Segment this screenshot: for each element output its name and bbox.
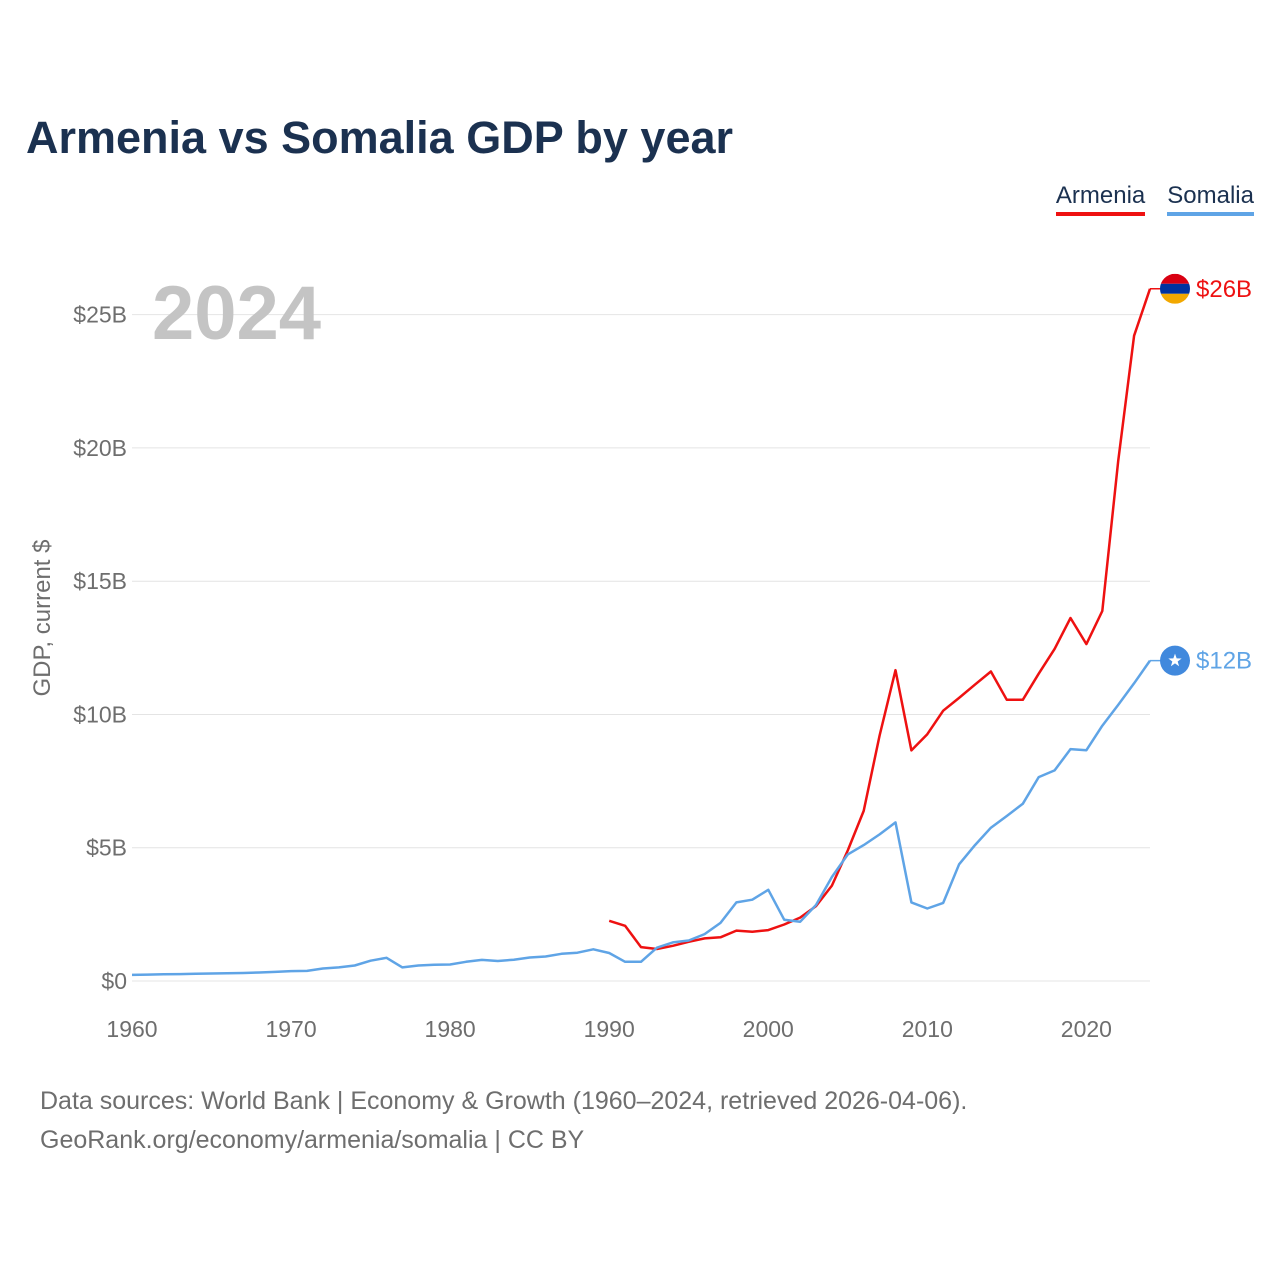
end-value-label-somalia: $12B — [1196, 648, 1252, 675]
y-tick-label: $5B — [86, 835, 127, 861]
flag-stripe-orange — [1160, 293, 1190, 304]
x-tick-label: 1990 — [584, 1016, 635, 1042]
somalia-flag-icon — [1160, 645, 1190, 676]
gridlines — [132, 314, 1150, 982]
series-line-armenia — [608, 288, 1152, 951]
y-tick-label: $10B — [73, 701, 127, 727]
chart-title: Armenia vs Somalia GDP by year — [26, 112, 734, 163]
flag-star — [1168, 653, 1182, 667]
y-tick-label: $25B — [73, 302, 127, 328]
end-value-label-armenia: $26B — [1196, 276, 1252, 303]
y-tick-label: $0 — [101, 968, 127, 994]
x-tick-label: 2010 — [902, 1016, 953, 1042]
legend: Armenia Somalia — [1055, 182, 1254, 216]
y-tick-label: $20B — [73, 435, 127, 461]
series-line-somalia — [131, 659, 1152, 977]
flag-stripe-red — [1160, 273, 1190, 284]
flag-stripe-blue — [1160, 283, 1190, 294]
x-tick-label: 2020 — [1061, 1016, 1112, 1042]
x-tick-label: 1980 — [425, 1016, 476, 1042]
legend-item-armenia[interactable]: Armenia — [1055, 182, 1146, 216]
armenia-flag-icon — [1160, 273, 1190, 304]
x-tick-label: 1960 — [106, 1016, 157, 1042]
x-tick-label: 1970 — [265, 1016, 316, 1042]
x-tick-label: 2000 — [743, 1016, 794, 1042]
source-note: Data sources: World Bank | Economy & Gro… — [40, 1082, 967, 1160]
source-line-2: GeoRank.org/economy/armenia/somalia | CC… — [40, 1126, 585, 1154]
x-axis: 1960 1970 1980 1990 2000 2010 2020 — [106, 1016, 1112, 1042]
y-axis: $0 $5B $10B $15B $20B $25B — [73, 302, 127, 994]
end-labels: $26B $12B — [1150, 273, 1252, 676]
y-axis-label: GDP, current $ — [29, 540, 56, 697]
series — [131, 288, 1152, 977]
y-tick-label: $15B — [73, 568, 127, 594]
legend-item-somalia[interactable]: Somalia — [1167, 182, 1254, 216]
year-watermark: 2024 — [152, 271, 321, 356]
source-line-1: Data sources: World Bank | Economy & Gro… — [40, 1087, 968, 1115]
